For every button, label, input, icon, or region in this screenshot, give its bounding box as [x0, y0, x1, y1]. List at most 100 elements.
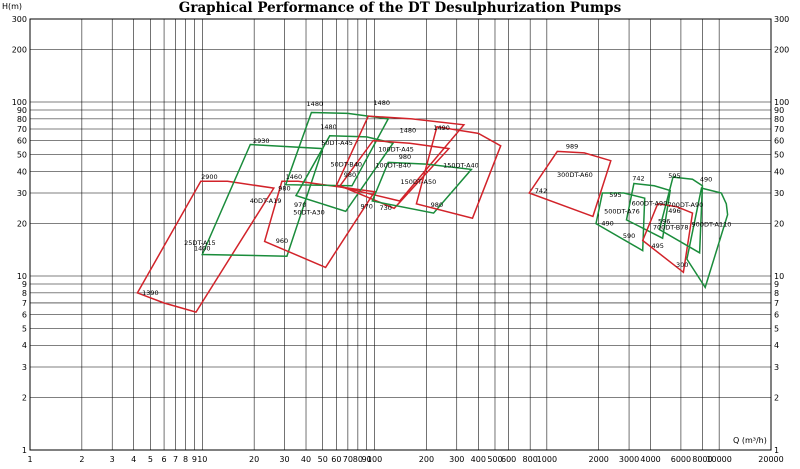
pump-envelope [371, 161, 473, 214]
pump-envelope [658, 176, 704, 255]
pump-envelope [335, 115, 466, 202]
y-tick-label-left: 80 [17, 115, 27, 124]
y-tick-label-left: 200 [12, 46, 27, 55]
pump-model-label: 300DT-A60 [557, 171, 593, 179]
y-tick-label-right: 20 [774, 220, 784, 229]
y-tick-label-right: 40 [774, 167, 784, 176]
y-tick-label-right: 80 [774, 115, 784, 124]
pump-envelope [263, 180, 376, 269]
x-tick-label: 1 [27, 455, 32, 464]
speed-label: 989 [566, 143, 578, 151]
y-tick-label-left: 70 [17, 125, 27, 134]
y-tick-label-left: 1 [22, 446, 27, 455]
x-tick-label: 3000 [619, 455, 639, 464]
x-tick-label: 8 [183, 455, 188, 464]
pump-envelope [595, 192, 646, 252]
x-axis-label: Q (m³/h) [733, 436, 767, 445]
y-tick-label-left: 90 [17, 106, 27, 115]
speed-label: 490 [700, 175, 712, 183]
y-tick-label-left: 60 [17, 137, 27, 146]
x-tick-label: 4000 [640, 455, 660, 464]
y-tick-label-left: 300 [12, 15, 27, 24]
pump-envelope [294, 134, 395, 213]
x-tick-label: 1000 [537, 455, 557, 464]
speed-label: 1390 [142, 289, 159, 297]
x-tick-label: 20 [249, 455, 259, 464]
pump-model-label: 600DT-A90 [632, 200, 668, 208]
x-tick-label: 6000 [671, 455, 691, 464]
speed-label: 970 [360, 202, 372, 210]
speed-label: 2900 [201, 173, 218, 181]
x-tick-label: 300 [449, 455, 464, 464]
x-tick-label: 50 [318, 455, 328, 464]
speed-label: 595 [668, 172, 680, 180]
speed-label: 596 [658, 218, 670, 226]
speed-label: 1400 [194, 245, 211, 253]
speed-label: 980 [344, 171, 356, 179]
pump-model-label: 50DT-A45 [321, 139, 353, 147]
speed-label: 490 [601, 220, 613, 228]
pump-model-label: 100DT-A45 [378, 145, 414, 153]
y-tick-label-right: 100 [774, 98, 789, 107]
speed-label: 970 [294, 201, 306, 209]
pump-envelope [136, 180, 276, 313]
y-tick-label-right: 6 [774, 311, 779, 320]
y-tick-label-left: 10 [17, 272, 27, 281]
speed-label: 1480 [307, 100, 324, 108]
y-tick-label-right: 8 [774, 289, 779, 298]
x-axis-label-q: Q [733, 436, 739, 445]
y-tick-label-right: 70 [774, 125, 784, 134]
pump-model-label: 900DT-A110 [692, 220, 732, 228]
x-tick-label: 200 [419, 455, 434, 464]
pump-model-label: 500DT-A76 [604, 208, 640, 216]
speed-label: 595 [609, 191, 621, 199]
pump-model-label: 700DT-B78 [653, 223, 689, 231]
y-tick-label-left: 100 [12, 98, 27, 107]
speed-label: 2930 [253, 137, 270, 145]
x-tick-label: 7 [173, 455, 178, 464]
y-tick-label-right: 50 [774, 150, 784, 159]
y-tick-label-right: 9 [774, 280, 779, 289]
x-tick-label: 2000 [589, 455, 609, 464]
x-tick-label: 3 [110, 455, 115, 464]
x-tick-label: 60 [331, 455, 341, 464]
x-tick-label: 10000 [706, 455, 731, 464]
pump-model-label: 700DT-A90 [668, 201, 704, 209]
y-tick-label-left: 50 [17, 150, 27, 159]
pump-envelopes [136, 111, 729, 313]
y-axis-label: H(m) [2, 2, 23, 11]
pump-model-label: 100DT-B40 [375, 161, 411, 169]
y-tick-label-right: 3 [774, 363, 779, 372]
pump-model-label: 150DT-A40 [443, 162, 479, 170]
y-tick-label-right: 30 [774, 189, 784, 198]
x-tick-label: 2 [79, 455, 84, 464]
plot-frame [29, 18, 772, 451]
x-tick-label: 5 [148, 455, 153, 464]
y-tick-label-left: 4 [22, 341, 27, 350]
x-tick-label: 500 [487, 455, 502, 464]
pump-envelope [686, 187, 729, 290]
x-tick-label: 100 [367, 455, 382, 464]
y-tick-label-right: 2 [774, 394, 779, 403]
pump-model-label: 50DT-B40 [331, 161, 363, 169]
y-tick-label-left: 20 [17, 220, 27, 229]
pump-envelope [625, 182, 672, 240]
x-tick-label: 90 [362, 455, 372, 464]
speed-label: 496 [668, 207, 680, 215]
x-axis-label-unit: (m³/h) [742, 436, 767, 445]
pump-model-label: 50DT-A30 [293, 209, 325, 217]
y-tick-label-right: 90 [774, 106, 784, 115]
pump-model-label: 40DT-A19 [250, 197, 282, 205]
speed-label: 730 [379, 204, 391, 212]
speed-label: 1460 [286, 173, 303, 181]
x-tick-label: 8000 [692, 455, 712, 464]
x-tick-label: 80 [353, 455, 363, 464]
y-tick-label-left: 8 [22, 289, 27, 298]
y-tick-label-left: 7 [22, 299, 27, 308]
y-tick-label-right: 60 [774, 137, 784, 146]
y-tick-label-left: 5 [22, 324, 27, 333]
y-tick-label-right: 4 [774, 341, 779, 350]
x-tick-label: 9 [192, 455, 197, 464]
x-tick-label: 400 [471, 455, 486, 464]
